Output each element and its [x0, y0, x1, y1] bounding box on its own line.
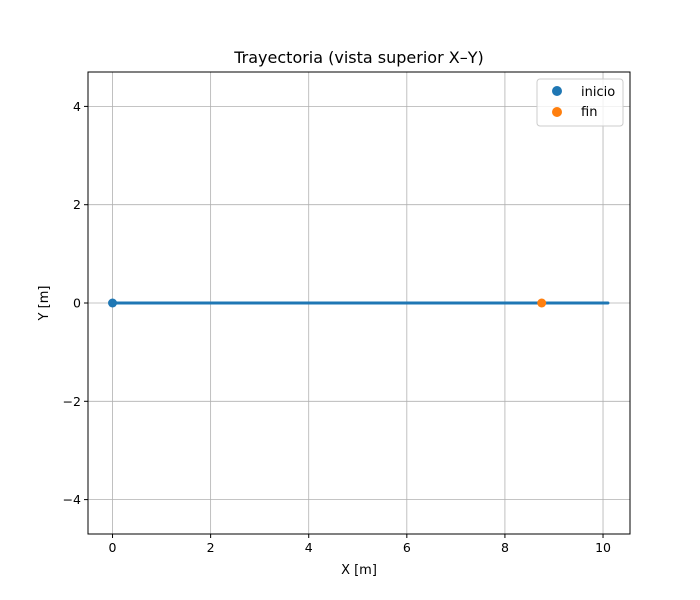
legend-marker-inicio	[552, 86, 562, 96]
x-tick-label: 8	[501, 540, 509, 555]
x-tick-label: 10	[595, 540, 611, 555]
x-tick-label: 4	[305, 540, 313, 555]
point-inicio	[108, 298, 118, 308]
y-tick-label: 4	[73, 99, 81, 114]
legend-label-inicio: inicio	[581, 85, 615, 100]
y-tick-label: −2	[63, 394, 81, 409]
x-tick-label: 0	[109, 540, 117, 555]
ticks: 0 2 4 6 8 10 −4 −2 0 2 4	[63, 99, 611, 555]
series-layer	[108, 298, 610, 308]
y-tick-label: 0	[73, 296, 81, 311]
x-tick-label: 2	[207, 540, 215, 555]
legend-marker-fin	[552, 107, 562, 117]
y-tick-label: −4	[63, 492, 81, 507]
x-tick-label: 6	[403, 540, 411, 555]
x-axis-label: X [m]	[341, 563, 377, 578]
y-axis-label: Y [m]	[37, 286, 52, 322]
legend-label-fin: fin	[581, 105, 597, 120]
point-fin	[537, 298, 547, 308]
chart-title: Trayectoria (vista superior X–Y)	[233, 48, 483, 67]
y-tick-label: 2	[73, 197, 81, 212]
legend: inicio fin	[536, 78, 624, 127]
